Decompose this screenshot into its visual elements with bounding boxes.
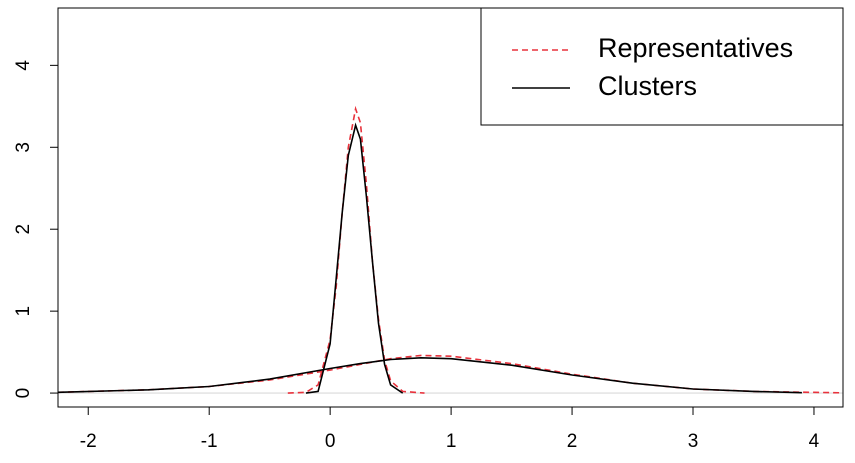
x-tick-label: 1: [446, 431, 457, 452]
x-tick-label: 2: [567, 431, 578, 452]
y-tick-label: 1: [13, 306, 34, 317]
x-tick-label: -2: [80, 431, 97, 452]
y-tick-label: 3: [13, 142, 34, 153]
density-line: [57, 105, 844, 394]
y-tick-label: 4: [13, 60, 34, 71]
x-tick-label: 4: [809, 431, 820, 452]
y-tick-label: 2: [13, 224, 34, 235]
x-tick-label: 0: [325, 431, 336, 452]
density-line: [57, 122, 802, 394]
legend-label: Clusters: [598, 71, 697, 101]
x-tick-label: -1: [201, 431, 218, 452]
y-tick-label: 0: [13, 388, 34, 399]
plot-frame: [57, 7, 844, 408]
x-tick-label: 3: [688, 431, 699, 452]
legend-label: Representatives: [598, 33, 793, 63]
legend-box: [480, 7, 844, 126]
